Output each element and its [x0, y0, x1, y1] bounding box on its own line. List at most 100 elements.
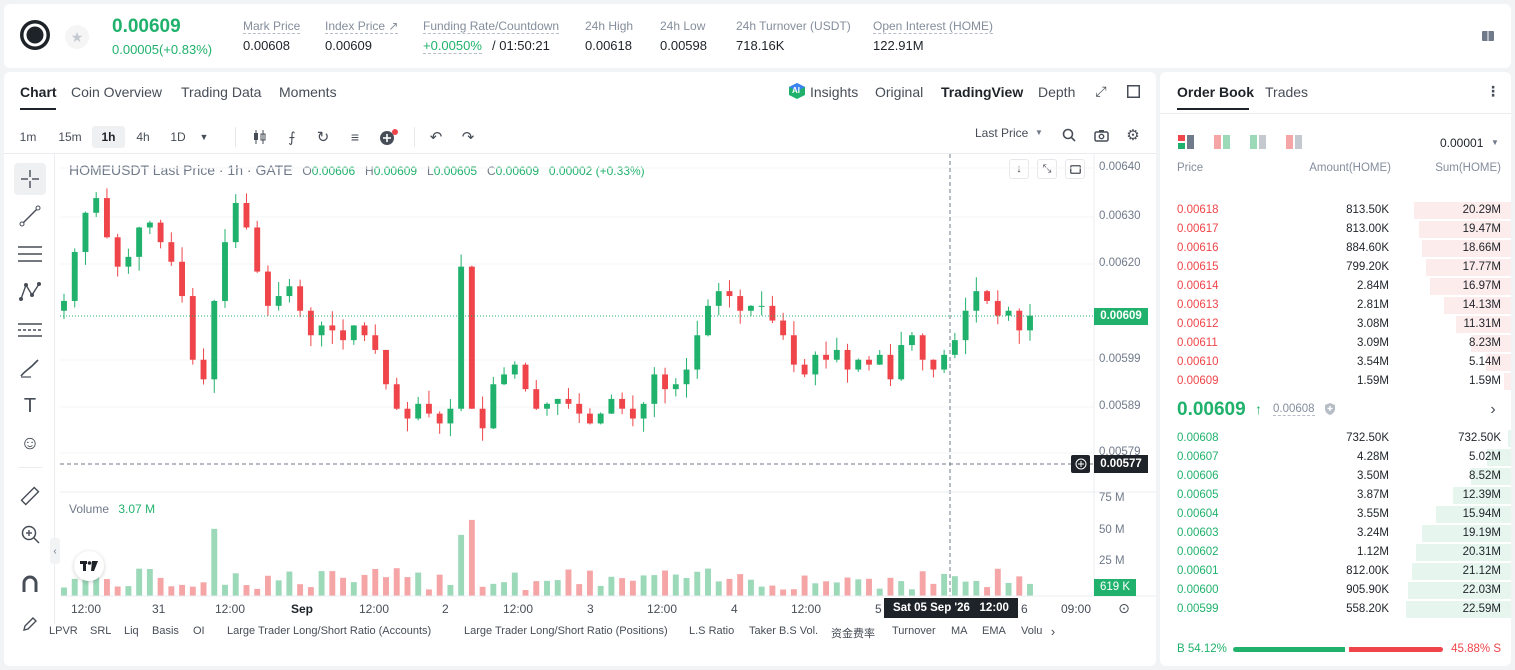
interval-1h[interactable]: 1h	[92, 126, 125, 148]
tab-coin-overview[interactable]: Coin Overview	[71, 84, 163, 100]
ask-row[interactable]: 0.00611 3.09M 8.23M	[1160, 334, 1511, 353]
indicator-taker-vol[interactable]: Taker B.S Vol.	[749, 625, 819, 637]
indicator-ls-ratio[interactable]: L.S Ratio	[689, 625, 735, 637]
brush-tool-icon[interactable]	[14, 352, 46, 384]
text-tool-icon[interactable]: T	[23, 394, 37, 417]
indicators-icon[interactable]: ⨍	[288, 128, 296, 145]
tab-moments[interactable]: Moments	[279, 84, 337, 100]
collapse-panel-icon[interactable]: ‹	[50, 538, 60, 564]
fit-screen-icon[interactable]	[1065, 159, 1085, 179]
settings-gear-icon[interactable]: ⚙	[1126, 127, 1140, 144]
indicator-lpvr[interactable]: LPVR	[49, 625, 78, 637]
interval-4h[interactable]: 4h	[136, 130, 150, 144]
trendline-tool-icon[interactable]	[14, 200, 46, 232]
ask-row[interactable]: 0.00609 1.59M 1.59M	[1160, 372, 1511, 391]
bid-row[interactable]: 0.00605 3.87M 12.39M	[1160, 486, 1511, 505]
indicator-trader-accounts[interactable]: Large Trader Long/Short Ratio (Accounts)	[227, 625, 432, 637]
tradingview-logo-icon[interactable]	[74, 551, 104, 581]
templates-icon[interactable]: ≡	[350, 129, 360, 145]
precision-dropdown-icon[interactable]: ▼	[1491, 138, 1499, 147]
view-tradingview[interactable]: TradingView	[941, 84, 1024, 100]
ask-row[interactable]: 0.00617 813.00K 19.47M	[1160, 220, 1511, 239]
interval-1m[interactable]: 1m	[19, 130, 37, 144]
precision-select[interactable]: 0.00001	[1440, 136, 1484, 150]
last-price-select[interactable]: Last Price	[975, 126, 1029, 140]
candle-type-icon[interactable]	[250, 126, 270, 148]
bid-row[interactable]: 0.00608 732.50K 732.50K	[1160, 429, 1511, 448]
search-icon[interactable]	[1060, 124, 1078, 146]
candle-body	[973, 291, 980, 311]
interval-1d[interactable]: 1D	[170, 130, 186, 144]
indicator-oi[interactable]: OI	[193, 625, 205, 637]
interval-dropdown-icon[interactable]: ▼	[199, 132, 209, 142]
add-order-plus-icon[interactable]	[1071, 455, 1090, 473]
ask-row[interactable]: 0.00613 2.81M 14.13M	[1160, 296, 1511, 315]
camera-icon[interactable]	[1092, 124, 1110, 146]
fib-tool-icon[interactable]	[14, 238, 46, 270]
indicators-next-icon[interactable]: ›	[1050, 623, 1056, 639]
indicator-turnover[interactable]: Turnover	[892, 625, 936, 637]
tab-chart-underline	[20, 108, 56, 110]
chevron-right-icon[interactable]: ›	[1490, 401, 1496, 418]
indicator-volume[interactable]: Volu	[1021, 625, 1043, 637]
pattern-tool-icon[interactable]	[14, 276, 46, 308]
indicator-basis[interactable]: Basis	[152, 625, 179, 637]
depth-bar	[1456, 316, 1511, 333]
indicator-liq[interactable]: Liq	[124, 625, 139, 637]
interval-15m[interactable]: 15m	[58, 130, 82, 144]
bid-row[interactable]: 0.00601 812.00K 21.12M	[1160, 562, 1511, 581]
add-alert-icon[interactable]	[377, 126, 401, 148]
bid-row[interactable]: 0.00602 1.12M 20.31M	[1160, 543, 1511, 562]
ask-row[interactable]: 0.00618 813.50K 20.29M	[1160, 201, 1511, 220]
view-depth[interactable]: Depth	[1038, 84, 1076, 100]
emoji-tool-icon[interactable]: ☺	[20, 433, 40, 454]
scroll-down-icon[interactable]: ↓	[1009, 159, 1029, 179]
ask-row[interactable]: 0.00612 3.08M 11.31M	[1160, 315, 1511, 334]
view-insights[interactable]: Insights	[810, 84, 859, 100]
indicator-ema[interactable]: EMA	[982, 625, 1006, 637]
undo-icon[interactable]: ↶	[429, 129, 443, 146]
ask-row[interactable]: 0.00614 2.84M 16.97M	[1160, 277, 1511, 296]
ask-row[interactable]: 0.00616 884.60K 18.66M	[1160, 239, 1511, 258]
indicator-ma[interactable]: MA	[951, 625, 968, 637]
favorite-star-icon[interactable]: ★	[65, 25, 89, 49]
view-both-icon[interactable]	[1177, 134, 1195, 150]
tab-trading-data[interactable]: Trading Data	[181, 84, 262, 100]
row-price: 0.00601	[1177, 565, 1219, 577]
axis-settings-icon[interactable]: ⊙	[1118, 599, 1130, 616]
view-original[interactable]: Original	[875, 84, 924, 100]
bid-row[interactable]: 0.00606 3.50M 8.52M	[1160, 467, 1511, 486]
edit-pen-tool-icon[interactable]	[14, 608, 46, 640]
measure-tool-icon[interactable]	[14, 314, 46, 346]
view-bids-alt-icon[interactable]	[1213, 134, 1231, 150]
bid-row[interactable]: 0.00603 3.24M 19.19M	[1160, 524, 1511, 543]
expand-icon[interactable]: ⤢	[1095, 82, 1107, 99]
collapse-icon[interactable]: ⤡	[1037, 159, 1057, 179]
zoom-in-tool-icon[interactable]	[14, 518, 46, 550]
last-price-dropdown-icon[interactable]: ▼	[1035, 128, 1043, 137]
tab-trades[interactable]: Trades	[1265, 84, 1309, 100]
view-bids-icon[interactable]	[1249, 134, 1267, 150]
bid-row[interactable]: 0.00604 3.55M 15.94M	[1160, 505, 1511, 524]
crosshair-tool-icon[interactable]	[14, 163, 46, 195]
ruler-tool-icon[interactable]	[14, 480, 46, 512]
book-icon[interactable]	[1478, 26, 1498, 46]
replay-icon[interactable]: ↻	[316, 129, 330, 146]
ask-row[interactable]: 0.00610 3.54M 5.14M	[1160, 353, 1511, 372]
more-options-icon[interactable]: ⋮	[1486, 82, 1500, 99]
tab-order-book[interactable]: Order Book	[1177, 84, 1255, 100]
indicator-funding-rate[interactable]: 资金费率	[831, 628, 875, 640]
view-asks-icon[interactable]	[1285, 134, 1303, 150]
tab-chart[interactable]: Chart	[20, 84, 57, 100]
ask-row[interactable]: 0.00615 799.20K 17.77M	[1160, 258, 1511, 277]
mark-price-shield-icon	[1323, 402, 1337, 416]
magnet-tool-icon[interactable]	[14, 568, 46, 600]
window-icon[interactable]	[1125, 83, 1141, 99]
redo-icon[interactable]: ↷	[461, 129, 475, 146]
indicator-srl[interactable]: SRL	[90, 625, 112, 637]
bid-row[interactable]: 0.00607 4.28M 5.02M	[1160, 448, 1511, 467]
bid-row[interactable]: 0.00599 558.20K 22.59M	[1160, 600, 1511, 619]
bid-row[interactable]: 0.00600 905.90K 22.03M	[1160, 581, 1511, 600]
ohlc-c-label: C	[486, 164, 496, 178]
indicator-trader-positions[interactable]: Large Trader Long/Short Ratio (Positions…	[464, 625, 668, 637]
